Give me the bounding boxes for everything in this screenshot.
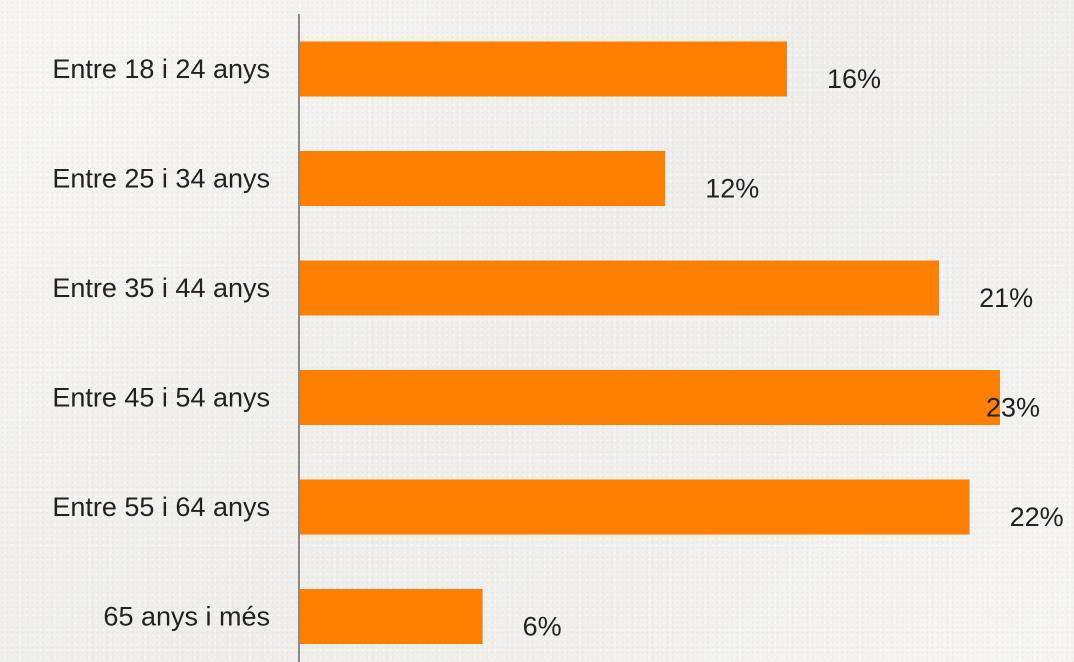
- bar-4: [300, 370, 1000, 425]
- category-label-2: Entre 25 i 34 anys: [52, 164, 270, 194]
- category-label-1: Entre 18 i 24 anys: [52, 54, 270, 84]
- value-label-1: 16%: [827, 64, 881, 94]
- value-label-4: 23%: [986, 393, 1040, 423]
- bar-2: [300, 151, 666, 206]
- value-label-6: 6%: [523, 612, 562, 642]
- bar-6: [300, 589, 483, 644]
- category-label-6: 65 anys i més: [103, 602, 270, 632]
- category-label-3: Entre 35 i 44 anys: [52, 273, 270, 303]
- value-label-5: 22%: [1010, 502, 1064, 532]
- bar-1: [300, 41, 787, 97]
- category-label-4: Entre 45 i 54 anys: [52, 383, 270, 413]
- bars-layer: [300, 41, 1000, 644]
- labels-layer: Entre 18 i 24 anys 16% Entre 25 i 34 anys 1…: [52, 54, 1063, 642]
- category-label-5: Entre 55 i 64 anys: [52, 492, 270, 522]
- bar-3: [300, 260, 940, 316]
- value-label-2: 12%: [705, 174, 759, 204]
- bar-5: [300, 479, 970, 535]
- value-label-3: 21%: [979, 283, 1033, 313]
